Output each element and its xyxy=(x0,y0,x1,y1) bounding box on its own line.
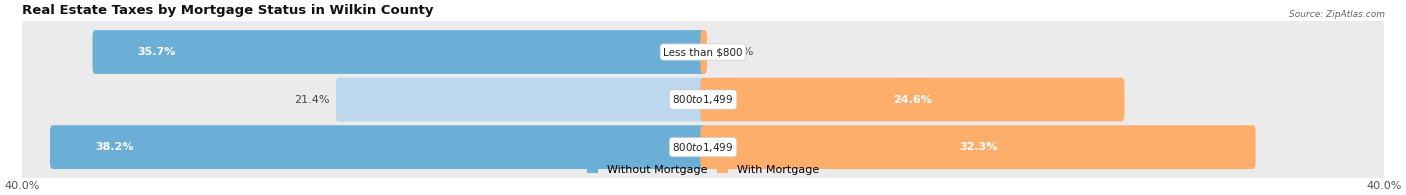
Text: 24.6%: 24.6% xyxy=(893,95,932,105)
Text: 38.2%: 38.2% xyxy=(96,142,134,152)
FancyBboxPatch shape xyxy=(51,125,706,169)
FancyBboxPatch shape xyxy=(700,78,1125,121)
FancyBboxPatch shape xyxy=(17,114,1389,180)
Legend: Without Mortgage, With Mortgage: Without Mortgage, With Mortgage xyxy=(586,163,820,176)
Text: $800 to $1,499: $800 to $1,499 xyxy=(672,141,734,154)
Text: $800 to $1,499: $800 to $1,499 xyxy=(672,93,734,106)
FancyBboxPatch shape xyxy=(700,125,1256,169)
Text: Less than $800: Less than $800 xyxy=(664,47,742,57)
FancyBboxPatch shape xyxy=(93,30,706,74)
Text: 32.3%: 32.3% xyxy=(959,142,997,152)
FancyBboxPatch shape xyxy=(336,78,706,121)
FancyBboxPatch shape xyxy=(17,19,1389,85)
FancyBboxPatch shape xyxy=(17,67,1389,132)
Text: 35.7%: 35.7% xyxy=(138,47,176,57)
FancyBboxPatch shape xyxy=(700,30,707,74)
Text: 21.4%: 21.4% xyxy=(295,95,330,105)
Text: Source: ZipAtlas.com: Source: ZipAtlas.com xyxy=(1289,10,1385,19)
Text: Real Estate Taxes by Mortgage Status in Wilkin County: Real Estate Taxes by Mortgage Status in … xyxy=(22,4,433,17)
Text: 0.08%: 0.08% xyxy=(718,47,754,57)
